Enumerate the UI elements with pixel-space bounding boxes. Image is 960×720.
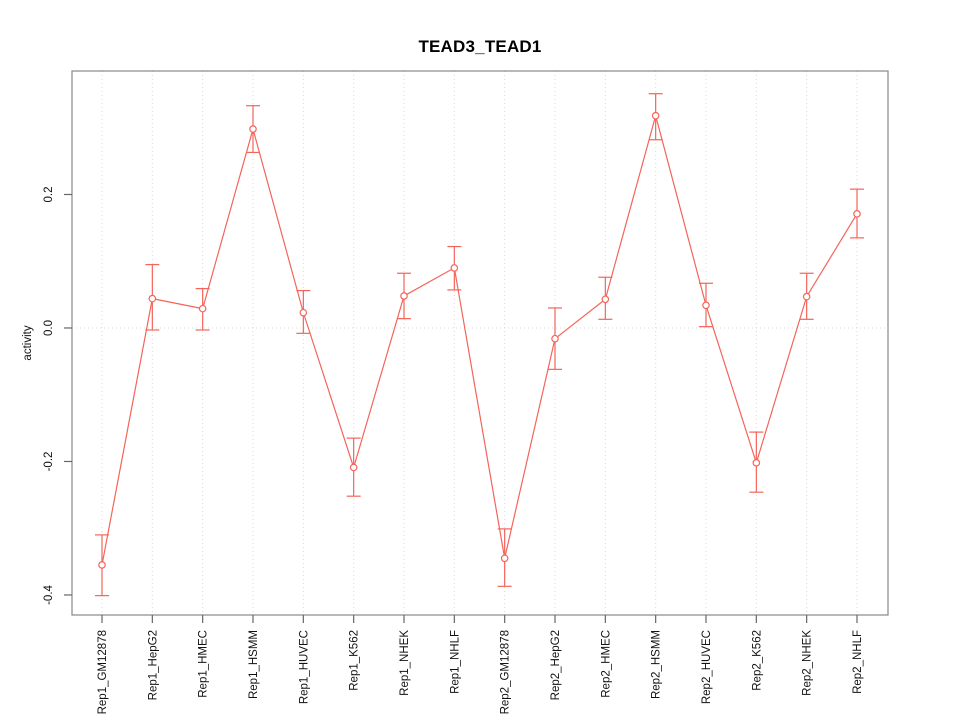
y-tick-label: -0.4 (43, 584, 55, 604)
data-point (349, 463, 358, 472)
data-point (450, 264, 459, 272)
chart-title: TEAD3_TEAD1 (418, 37, 542, 56)
data-point (249, 125, 257, 133)
x-tick-label: Rep2_HMEC (600, 630, 612, 698)
x-tick-label: Rep1_HMEC (198, 630, 210, 698)
data-point (198, 304, 207, 313)
data-point (500, 554, 509, 563)
x-tick-label: Rep1_NHEK (399, 630, 411, 696)
data-point (98, 561, 106, 569)
data-point (551, 334, 559, 343)
data-point (400, 292, 408, 300)
y-tick-label: 0.0 (43, 320, 55, 336)
x-tick-label: Rep2_HepG2 (550, 630, 562, 700)
data-point (299, 308, 308, 317)
x-tick-label: Rep1_HSMM (248, 630, 260, 699)
x-tick-label: Rep1_NHLF (449, 630, 461, 694)
x-tick-label: Rep1_K562 (349, 630, 361, 691)
series-line (101, 113, 858, 566)
data-point (702, 301, 710, 310)
plot-box (71, 70, 889, 616)
y-tick-label: 0.2 (43, 186, 55, 202)
data-point (601, 295, 610, 304)
x-tick-label: Rep1_HUVEC (298, 630, 310, 704)
x-tick-label: Rep2_HUVEC (701, 630, 713, 704)
data-point (853, 210, 861, 218)
x-tick-label: Rep1_HepG2 (147, 630, 159, 700)
x-tick-label: Rep2_NHEK (802, 630, 814, 696)
data-point (148, 294, 157, 303)
x-tick-label: Rep2_NHLF (852, 630, 864, 694)
x-tick-label: Rep1_GM12878 (97, 630, 109, 714)
y-tick-label: -0.2 (43, 452, 55, 472)
x-tick-label: Rep2_HSMM (651, 630, 663, 699)
x-tick-label: Rep2_GM12878 (500, 630, 512, 714)
data-point (802, 292, 811, 301)
data-point (752, 459, 761, 467)
x-tick-label: Rep2_K562 (751, 630, 763, 691)
data-point (651, 111, 660, 120)
